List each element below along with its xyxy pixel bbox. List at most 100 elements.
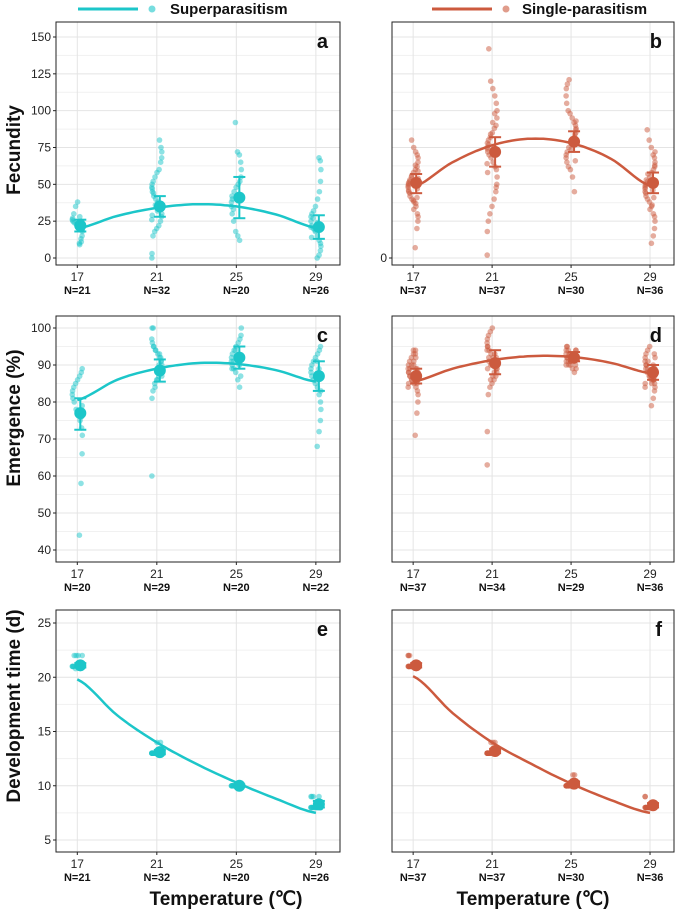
raw-point-a-0-20 (77, 213, 83, 220)
raw-point-a-2-13 (238, 166, 245, 173)
raw-point-c-0-3 (79, 432, 86, 439)
raw-point-a-3-2 (317, 247, 324, 254)
panel-label-d: d (650, 325, 662, 347)
raw-point-b-2-16 (569, 115, 575, 121)
raw-point-d-1-32 (486, 354, 492, 361)
ytick-label-e-2: 15 (38, 725, 52, 739)
raw-point-a-3-18 (318, 166, 324, 173)
raw-point-b-2-18 (565, 107, 571, 114)
raw-point-c-1-0 (149, 473, 155, 479)
ytick-label-a-6: 150 (31, 30, 51, 44)
n-label-f-1: N=37 (479, 872, 506, 884)
n-label-e-2: N=20 (223, 872, 250, 884)
ytick-label-e-0: 5 (44, 833, 51, 847)
raw-point-a-1-21 (157, 159, 164, 165)
n-label-a-2: N=20 (223, 285, 250, 297)
ytick-label-c-1: 50 (38, 506, 52, 520)
raw-point-b-0-29 (411, 206, 417, 213)
xtick-label-e-1: 21 (150, 857, 164, 871)
raw-point-b-2-22 (564, 81, 571, 87)
raw-point-d-3-0 (648, 402, 655, 409)
raw-point-b-0-2 (415, 218, 421, 224)
mean-point-f-0 (410, 659, 423, 672)
ytick-label-a-4: 100 (31, 104, 51, 118)
fit-curve-c (76, 361, 317, 402)
xlabel-right: Temperature (℃) (457, 889, 610, 910)
raw-point-b-2-23 (566, 76, 572, 83)
raw-point-b-1-1 (484, 228, 491, 235)
ytick-label-a-3: 75 (38, 141, 52, 155)
xtick-label-f-1: 21 (485, 857, 499, 871)
raw-point-d-3-14 (646, 343, 653, 350)
raw-point-c-1-17 (150, 325, 156, 331)
raw-point-a-2-16 (234, 149, 241, 155)
mean-point-b-0 (410, 176, 423, 189)
raw-point-b-3-0 (648, 240, 655, 247)
panel-frame-b (391, 21, 675, 266)
raw-point-e-3-20 (316, 793, 322, 800)
xtick-label-f-3: 29 (643, 857, 657, 871)
mean-point-b-1 (489, 145, 502, 158)
panel-label-a: a (317, 31, 329, 53)
n-label-a-3: N=26 (303, 285, 330, 297)
raw-point-b-3-33 (652, 149, 658, 155)
raw-point-d-3-1 (650, 395, 657, 402)
raw-point-c-0-2 (79, 451, 85, 457)
raw-point-b-3-23 (644, 127, 650, 133)
legend-single-label: Single-parasitism (522, 1, 647, 18)
ytick-label-a-1: 25 (38, 214, 52, 228)
raw-point-e-0-17 (79, 652, 85, 659)
mean-point-c-2 (233, 351, 246, 364)
ytick-label-e-3: 20 (38, 670, 52, 684)
n-label-b-2: N=30 (558, 285, 585, 297)
raw-point-b-1-36 (493, 184, 500, 191)
raw-point-c-1-25 (156, 351, 163, 357)
raw-point-b-3-21 (648, 144, 655, 151)
raw-point-a-0-2 (79, 233, 85, 239)
raw-point-d-1-0 (484, 462, 491, 468)
n-label-c-2: N=20 (223, 582, 250, 594)
xtick-label-e-0: 17 (71, 857, 85, 871)
ylabel-emergence: Emergence (%) (4, 349, 25, 486)
raw-point-a-1-30 (149, 216, 155, 223)
raw-point-b-1-5 (491, 196, 497, 202)
mean-point-c-3 (312, 370, 325, 383)
raw-point-c-3-0 (314, 443, 321, 450)
raw-point-e-3-25 (308, 804, 314, 811)
raw-point-a-0-11 (69, 215, 76, 221)
raw-point-a-2-1 (235, 233, 241, 239)
raw-point-b-1-8 (494, 174, 500, 180)
n-label-c-1: N=29 (144, 582, 171, 594)
n-label-a-1: N=32 (144, 285, 171, 297)
raw-point-a-2-2 (232, 228, 239, 235)
raw-point-a-1-25 (156, 137, 163, 143)
raw-point-a-1-1 (149, 250, 155, 257)
raw-point-d-0-2 (415, 399, 421, 405)
fit-curve-d (412, 354, 651, 383)
mean-point-c-1 (153, 364, 166, 377)
raw-point-b-2-4 (564, 159, 570, 165)
n-label-e-1: N=32 (144, 872, 171, 884)
raw-point-a-1-17 (150, 178, 156, 185)
raw-point-f-3-11 (642, 793, 648, 800)
raw-point-b-3-3 (652, 218, 658, 224)
raw-point-a-1-29 (149, 186, 156, 192)
xtick-label-f-0: 17 (406, 857, 420, 871)
xtick-label-d-3: 29 (643, 567, 657, 581)
raw-point-b-0-21 (410, 144, 417, 151)
mean-point-c-0 (74, 407, 87, 420)
raw-point-f-0-12 (406, 652, 413, 659)
n-label-d-2: N=29 (558, 582, 585, 594)
raw-point-e-0-8 (71, 652, 77, 659)
mean-point-a-3 (312, 221, 325, 234)
raw-point-a-0-16 (78, 239, 85, 245)
raw-point-b-1-3 (487, 211, 493, 217)
raw-point-b-2-7 (564, 149, 570, 155)
raw-point-b-0-4 (414, 211, 421, 217)
raw-point-a-2-14 (237, 159, 244, 165)
mean-point-d-3 (647, 366, 660, 379)
n-label-f-2: N=30 (558, 872, 585, 884)
raw-point-a-1-31 (149, 212, 155, 219)
